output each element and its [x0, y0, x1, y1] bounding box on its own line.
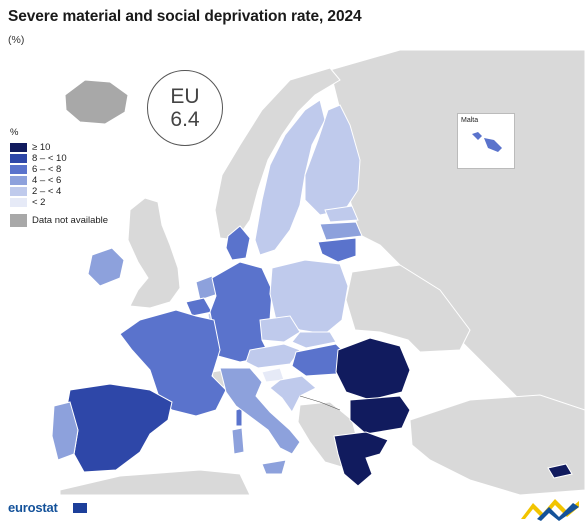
legend-item-na: Data not available	[10, 214, 108, 227]
legend-item: 2 – < 4	[10, 186, 108, 197]
eurostat-logo: eurostat	[8, 500, 58, 515]
legend-swatch-na	[10, 214, 27, 227]
legend-item: 6 – < 8	[10, 164, 108, 175]
region-turkey	[409, 394, 585, 495]
region-belgium	[185, 297, 213, 317]
region-czechia	[259, 315, 301, 343]
legend-item: 8 – < 10	[10, 153, 108, 164]
region-finland	[304, 104, 361, 216]
region-austria	[245, 343, 301, 369]
legend: % ≥ 10 8 – < 10 6 – < 8 4 – < 6 2 – < 4 …	[10, 127, 108, 227]
region-sardinia	[231, 427, 245, 455]
legend-swatch	[10, 143, 27, 152]
europe-map	[51, 50, 585, 495]
eurostat-mark-icon	[521, 499, 579, 521]
legend-swatch	[10, 187, 27, 196]
footer: eurostat	[0, 495, 585, 521]
eu-flag-icon	[73, 503, 87, 513]
map-title: Severe material and social deprivation r…	[8, 8, 362, 25]
region-bulgaria	[349, 395, 411, 435]
legend-swatch	[10, 176, 27, 185]
region-portugal	[51, 401, 79, 461]
legend-label: ≥ 10	[32, 142, 51, 153]
malta-shape	[472, 132, 502, 152]
region-latvia	[319, 221, 363, 241]
region-ireland	[87, 247, 125, 287]
legend-unit: %	[10, 127, 19, 138]
region-lithuania	[317, 237, 357, 263]
region-italy	[219, 367, 301, 455]
malta-inset: Malta	[457, 113, 515, 169]
region-uk	[127, 197, 181, 309]
region-croatia	[269, 375, 317, 413]
malta-label: Malta	[461, 117, 479, 124]
legend-item: < 2	[10, 197, 108, 208]
region-hungary	[291, 343, 349, 377]
region-iceland	[64, 79, 129, 125]
region-estonia	[324, 205, 359, 223]
region-romania	[335, 337, 411, 401]
map-borders-grey	[299, 395, 341, 411]
legend-item: ≥ 10	[10, 142, 108, 153]
legend-swatch	[10, 165, 27, 174]
region-poland	[269, 259, 349, 335]
legend-label: 8 – < 10	[32, 153, 67, 164]
legend-item: 4 – < 6	[10, 175, 108, 186]
legend-label: < 2	[32, 197, 46, 208]
legend-swatch	[10, 154, 27, 163]
region-spain	[65, 383, 173, 473]
region-north-africa	[59, 469, 251, 495]
region-france	[119, 309, 227, 417]
legend-label: 6 – < 8	[32, 164, 62, 175]
region-greece	[333, 431, 389, 487]
legend-swatch	[10, 198, 27, 207]
legend-label-na: Data not available	[32, 215, 109, 226]
region-sicily	[261, 459, 287, 475]
region-denmark	[225, 225, 251, 261]
eu-value: 6.4	[170, 108, 200, 131]
region-cyprus	[547, 463, 573, 479]
region-slovakia	[291, 331, 337, 349]
region-belarus-ukraine	[345, 264, 471, 353]
region-sweden	[254, 99, 326, 256]
map-subtitle: (%)	[8, 34, 25, 46]
eu-average-badge: EU 6.4	[147, 70, 223, 146]
legend-label: 4 – < 6	[32, 175, 62, 186]
region-corsica	[235, 407, 243, 427]
eu-label: EU	[170, 85, 200, 108]
legend-label: 2 – < 4	[32, 186, 62, 197]
